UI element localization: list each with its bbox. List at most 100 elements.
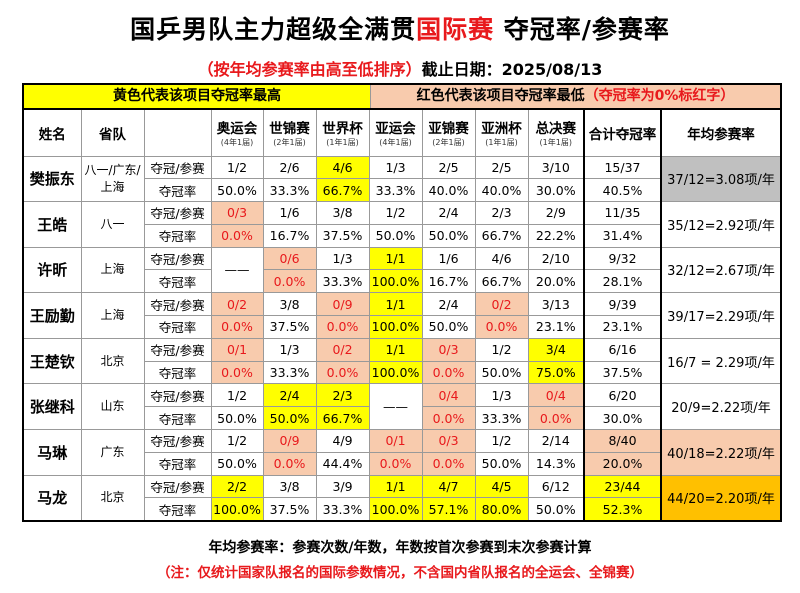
event-frequency: (2年1届) (432, 138, 465, 148)
row-label-rate: 夺冠率 (143, 269, 212, 294)
rate-cell: 16.7% (262, 223, 317, 248)
annual-rate: 37/12=3.08项/年 (660, 155, 782, 203)
rate-cell: 33.3% (315, 497, 370, 522)
total-rate: 31.4% (583, 223, 662, 248)
total-rate: 28.1% (583, 269, 662, 294)
title-highlight: 国际赛 (416, 15, 495, 44)
rate-cell: 50.0% (262, 406, 317, 431)
event-name: 总决赛 (535, 121, 577, 138)
wins-cell: 1/2 (210, 155, 264, 180)
total-rate: 23.1% (583, 315, 662, 339)
wins-cell: 1/2 (474, 429, 529, 453)
rate-cell: 50.0% (421, 315, 476, 339)
wins-cell: 2/4 (421, 292, 476, 317)
total-rate: 37.5% (583, 360, 662, 385)
wins-cell: 0/2 (315, 337, 370, 362)
wins-cell: 1/6 (421, 246, 476, 271)
annual-rate: 39/17=2.29项/年 (660, 292, 782, 339)
total-wins: 6/20 (583, 383, 662, 408)
rate-cell: 37.5% (262, 497, 317, 522)
header-event: 世锦赛 (2年1届) (262, 108, 317, 157)
cutoff-date: 截止日期：2025/08/13 (421, 60, 603, 79)
row-label-wins: 夺冠/参赛 (143, 383, 212, 408)
wins-cell: 2/3 (474, 201, 529, 225)
event-frequency: (4年1届) (220, 138, 254, 148)
rate-cell: 40.0% (421, 178, 476, 203)
wins-cell: 1/1 (368, 292, 423, 317)
player-province: 八一/广东/上海 (80, 155, 145, 203)
player-name: 张继科 (22, 383, 82, 431)
rate-cell: 50.0% (210, 406, 264, 431)
wins-cell: 2/3 (315, 383, 370, 408)
total-rate: 30.0% (583, 406, 662, 431)
rate-cell: 80.0% (474, 497, 529, 522)
row-label-rate: 夺冠率 (143, 406, 212, 431)
wins-cell: 4/6 (474, 246, 529, 271)
rate-cell: 33.3% (262, 178, 317, 203)
rate-cell: 0.0% (315, 360, 370, 385)
wins-cell: 2/10 (527, 246, 585, 271)
wins-cell: 4/5 (474, 474, 529, 499)
rate-cell: 100.0% (368, 315, 423, 339)
total-wins: 9/39 (583, 292, 662, 317)
row-label-wins: 夺冠/参赛 (143, 292, 212, 317)
header-annual: 年均参赛率 (660, 108, 782, 157)
table-row: 王楚钦 北京 夺冠/参赛 0/1 1/3 0/2 1/1 0/3 1/2 3/4 6/16 16/7 … (22, 337, 782, 385)
wins-cell: 0/4 (421, 383, 476, 408)
wins-cell: 0/2 (474, 292, 529, 317)
total-wins: 8/40 (583, 429, 662, 453)
table-row: 夺冠率 50.0% 33.3% 66.7% 33.3% 40.0% 40.0% 30.0% 40… (23, 178, 781, 203)
wins-cell: 1/1 (368, 474, 423, 499)
annual-rate: 32/12=2.67项/年 (660, 246, 782, 294)
player-name: 许昕 (22, 246, 82, 294)
event-frequency: (1年1届) (326, 138, 359, 148)
table-row: 张继科 山东 夺冠/参赛 1/2 2/4 2/3 —— 0/4 1/3 0/4 6/20 20/9=2… (22, 383, 782, 431)
wins-cell: 2/5 (421, 155, 476, 180)
rate-cell: 0.0% (210, 360, 264, 385)
rate-cell: 50.0% (421, 223, 476, 248)
total-wins: 9/32 (583, 246, 662, 271)
rate-cell: 100.0% (368, 360, 423, 385)
header-event: 亚锦赛 (2年1届) (421, 108, 476, 157)
annual-rate: 44/20=2.20项/年 (660, 474, 782, 522)
rate-cell: 50.0% (474, 451, 529, 476)
table-row: 夺冠率 50.0% 0.0% 44.4% 0.0% 0.0% 50.0% 14.3% 20.0% (23, 451, 781, 476)
player-province: 上海 (80, 246, 145, 294)
header-event: 亚洲杯 (1年1届) (474, 108, 529, 157)
wins-cell: 0/6 (262, 246, 317, 271)
total-rate: 40.5% (583, 178, 662, 203)
wins-cell: 2/6 (262, 155, 317, 180)
row-label-rate: 夺冠率 (143, 315, 212, 339)
rate-cell: 44.4% (315, 451, 370, 476)
wins-cell: 0/9 (262, 429, 317, 453)
wins-cell: 1/2 (474, 337, 529, 362)
wins-cell: 2/14 (527, 429, 585, 453)
event-name: 亚锦赛 (428, 121, 469, 138)
event-frequency: (4年1届) (379, 138, 412, 148)
rate-cell: 33.3% (262, 360, 317, 385)
wins-cell: 1/2 (368, 201, 423, 225)
annual-rate: 35/12=2.92项/年 (660, 201, 782, 248)
player-province: 上海 (80, 292, 145, 339)
title-suffix: 夺冠率/参赛率 (494, 15, 670, 44)
rate-cell: 66.7% (474, 223, 529, 248)
header-blank (143, 108, 212, 157)
row-label-wins: 夺冠/参赛 (143, 337, 212, 362)
rate-cell: 50.0% (210, 178, 264, 203)
rate-cell: 30.0% (527, 178, 585, 203)
header-event: 亚运会 (4年1届) (368, 108, 423, 157)
title-main: 国乒男队主力超级全满贯 (130, 15, 417, 44)
page-title: 国乒男队主力超级全满贯国际赛 夺冠率/参赛率 (0, 10, 800, 46)
header-total: 合计夺冠率 (583, 108, 662, 157)
row-label-rate: 夺冠率 (143, 451, 212, 476)
rate-cell: 0.0% (210, 315, 264, 339)
player-province: 八一 (80, 201, 145, 248)
no-participation: —— (210, 246, 264, 294)
player-name: 王皓 (22, 201, 82, 248)
wins-cell: 6/12 (527, 474, 585, 499)
rate-cell: 100.0% (368, 497, 423, 522)
table-row: 樊振东 八一/广东/上海 夺冠/参赛 1/2 2/6 4/6 1/3 2/5 2/5 3/10 15… (22, 155, 782, 203)
row-label-rate: 夺冠率 (143, 360, 212, 385)
total-wins: 23/44 (583, 474, 662, 499)
footer-note: （注：仅统计国家队报名的国际参数情况，不含国内省队报名的全运会、全锦赛） (157, 565, 643, 581)
